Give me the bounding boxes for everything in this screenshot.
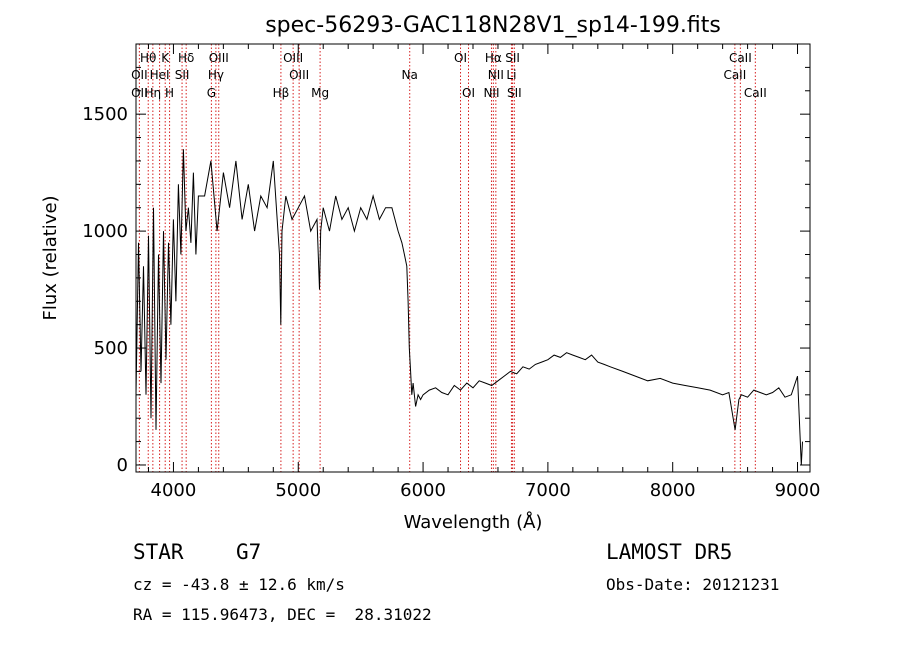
- velocity-label: cz = -43.8 ± 12.6 km/s: [133, 575, 345, 594]
- x-tick-label: 4000: [151, 480, 197, 501]
- obs-date-label: Obs-Date: 20121231: [606, 575, 780, 594]
- line-annotation: CaII: [729, 51, 752, 65]
- line-annotation: OI: [462, 86, 475, 100]
- line-annotation: OIII: [209, 51, 229, 65]
- x-tick-label: 8000: [650, 480, 696, 501]
- line-annotation: CaII: [744, 86, 767, 100]
- line-annotation: Hα: [485, 51, 502, 65]
- line-annotation: SII: [175, 68, 190, 82]
- object-class: STAR: [133, 540, 184, 564]
- line-annotation: Na: [402, 68, 418, 82]
- line-annotation: NII: [488, 68, 504, 82]
- y-tick-label: 0: [117, 455, 128, 476]
- line-annotation: Mg: [311, 86, 329, 100]
- line-annotation: HeI: [150, 68, 170, 82]
- line-annotation: Hδ: [178, 51, 194, 65]
- x-tick-label: 9000: [775, 480, 821, 501]
- x-tick-label: 7000: [525, 480, 571, 501]
- y-axis-label: Flux (relative): [40, 195, 61, 320]
- line-annotation: OIII: [283, 51, 303, 65]
- coordinates-label: RA = 115.96473, DEC = 28.31022: [133, 605, 432, 624]
- line-annotation: Hγ: [208, 68, 224, 82]
- line-annotation: Hθ: [140, 51, 156, 65]
- line-annotation: OIII: [289, 68, 309, 82]
- line-annotation: OI: [454, 51, 467, 65]
- x-axis-label: Wavelength (Å): [404, 511, 543, 533]
- plot-frame: [135, 43, 811, 473]
- y-tick-label: 1500: [82, 104, 128, 125]
- line-annotation: OII: [131, 86, 148, 100]
- chart-title: spec-56293-GAC118N28V1_sp14-199.fits: [265, 13, 721, 38]
- y-tick-label: 500: [94, 338, 128, 359]
- line-annotation: CaII: [723, 68, 746, 82]
- line-annotation: SII: [505, 51, 520, 65]
- x-tick-label: 6000: [400, 480, 446, 501]
- object-subclass: G7: [236, 540, 262, 564]
- line-annotation: NII: [483, 86, 499, 100]
- line-annotation: Hη: [145, 86, 162, 100]
- x-tick-label: 5000: [275, 480, 321, 501]
- line-annotation: OII: [131, 68, 148, 82]
- line-annotation: H: [165, 86, 174, 100]
- line-annotation: SII: [507, 86, 522, 100]
- line-annotation: K: [161, 51, 170, 65]
- survey-label: LAMOST DR5: [606, 540, 733, 564]
- line-annotation: Li: [506, 68, 516, 82]
- line-annotation: G: [207, 86, 216, 100]
- spectrum-line: [135, 149, 803, 466]
- line-annotation: Hβ: [273, 86, 290, 100]
- y-tick-label: 1000: [82, 221, 128, 242]
